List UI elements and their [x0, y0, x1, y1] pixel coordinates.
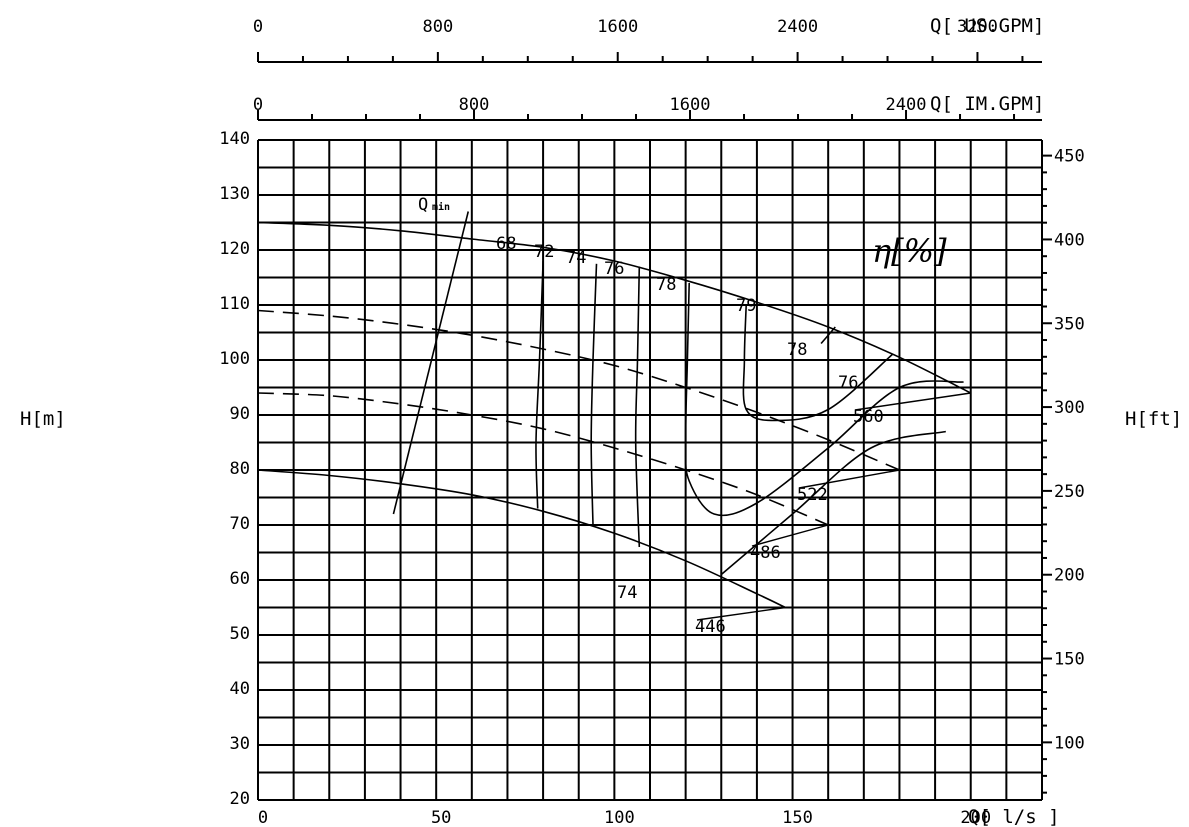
efficiency-label: 72	[534, 242, 554, 262]
efficiency-label: 76	[604, 259, 624, 279]
efficiency-contour	[684, 282, 964, 517]
y-tick-label: 130	[219, 184, 250, 204]
chart-labels: 560 522 486 446 68 72 74 76 78 79 78 76 74 η[%] Q min	[418, 195, 971, 637]
efficiency-contour	[535, 260, 544, 509]
efficiency-label: 78	[787, 340, 807, 360]
efficiency-contour	[742, 304, 893, 422]
impeller-curve-486	[257, 392, 829, 526]
efficiency-contour	[590, 263, 598, 526]
right-tick-label: 300	[1054, 398, 1085, 418]
y-tick-label: 90	[230, 404, 250, 424]
right-tick-label: 200	[1054, 566, 1085, 586]
y-tick-label: 60	[230, 569, 250, 589]
impeller-curve-446	[257, 469, 786, 609]
series-label-522: 522	[797, 485, 828, 505]
x-axis-title: Q[ l/s ]	[968, 806, 1060, 827]
chart-axes: 20 30 40 50 60 70 80 90 100 110 120 130 140 H[m] 0 50 10…	[20, 15, 1182, 827]
im-gpm-tick-label: 1600	[670, 95, 711, 115]
y-tick-label: 120	[219, 239, 250, 259]
efficiency-axis-label: η[%]	[872, 232, 947, 270]
im-gpm-axis-title: Q[ IM.GPM]	[930, 93, 1044, 115]
right-tick-label: 450	[1054, 147, 1085, 167]
y-axis-title: H[m]	[20, 408, 66, 430]
efficiency-label: 79	[736, 296, 756, 316]
y-tick-label: 20	[230, 789, 250, 809]
right-tick-label: 400	[1054, 230, 1085, 250]
right-axis-title: H[ft]	[1125, 408, 1182, 430]
series-leader-line	[798, 469, 900, 489]
y-tick-label: 140	[219, 129, 250, 149]
efficiency-label: 76	[838, 373, 858, 393]
right-tick-label: 250	[1054, 482, 1085, 502]
efficiency-contour	[634, 266, 641, 548]
y-tick-label: 110	[219, 294, 250, 314]
right-tick-label: 100	[1054, 733, 1085, 753]
series-leader-line	[751, 524, 829, 547]
y-tick-label: 30	[230, 734, 250, 754]
series-label-446: 446	[695, 617, 726, 637]
efficiency-label: 78	[656, 275, 676, 295]
x-tick-label: 50	[431, 808, 451, 827]
us-gpm-tick-label: 3200	[957, 17, 998, 37]
series-leader-line	[696, 606, 786, 621]
right-tick-label: 150	[1054, 650, 1085, 670]
series-leader-line	[854, 392, 971, 411]
y-tick-label: 50	[230, 624, 250, 644]
qmin-line	[392, 211, 470, 515]
efficiency-contour	[820, 326, 836, 345]
us-gpm-tick-label: 2400	[777, 17, 818, 37]
x-tick-label: 100	[604, 808, 635, 827]
efficiency-label: 74	[617, 583, 637, 603]
series-label-560: 560	[853, 407, 884, 427]
efficiency-label: 74	[566, 248, 586, 268]
us-gpm-tick-label: 0	[253, 17, 263, 37]
x-tick-label: 150	[782, 808, 813, 827]
x-tick-label: 0	[258, 808, 268, 827]
qmin-subscript: min	[432, 201, 450, 213]
us-gpm-tick-label: 1600	[597, 17, 638, 37]
efficiency-label: 68	[496, 234, 516, 254]
im-gpm-tick-label: 800	[459, 95, 490, 115]
x-tick-label: 200	[960, 808, 991, 827]
impeller-curve-522	[257, 309, 900, 471]
y-tick-label: 40	[230, 679, 250, 699]
efficiency-contour	[720, 430, 946, 576]
right-tick-label: 350	[1054, 314, 1085, 334]
y-tick-label: 80	[230, 459, 250, 479]
chart-curves	[257, 211, 972, 609]
us-gpm-axis-title: Q[ US.GPM]	[930, 15, 1044, 37]
im-gpm-tick-label: 0	[253, 95, 263, 115]
y-tick-label: 70	[230, 514, 250, 534]
qmin-label: Q	[418, 195, 428, 215]
impeller-curve-560	[257, 221, 972, 394]
y-tick-label: 100	[219, 349, 250, 369]
us-gpm-tick-label: 800	[423, 17, 454, 37]
im-gpm-tick-label: 2400	[886, 95, 927, 115]
series-label-486: 486	[750, 543, 781, 563]
